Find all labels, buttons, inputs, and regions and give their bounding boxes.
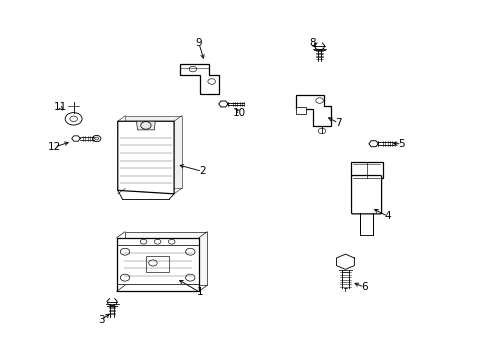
Polygon shape bbox=[296, 95, 331, 126]
Text: 11: 11 bbox=[54, 103, 67, 112]
FancyBboxPatch shape bbox=[351, 176, 381, 214]
Text: 4: 4 bbox=[384, 211, 390, 221]
Text: 3: 3 bbox=[98, 315, 104, 325]
Text: 7: 7 bbox=[334, 118, 341, 128]
Text: 8: 8 bbox=[308, 39, 315, 49]
FancyBboxPatch shape bbox=[145, 256, 169, 271]
Text: 9: 9 bbox=[195, 39, 202, 49]
Text: 10: 10 bbox=[233, 108, 246, 118]
Polygon shape bbox=[118, 121, 174, 194]
FancyBboxPatch shape bbox=[350, 162, 382, 178]
Polygon shape bbox=[180, 63, 218, 94]
FancyBboxPatch shape bbox=[125, 232, 207, 285]
FancyBboxPatch shape bbox=[296, 107, 306, 114]
Polygon shape bbox=[136, 121, 155, 130]
FancyBboxPatch shape bbox=[125, 116, 181, 188]
Text: 5: 5 bbox=[398, 139, 404, 149]
Text: 2: 2 bbox=[199, 166, 205, 176]
Text: 6: 6 bbox=[360, 282, 367, 292]
FancyBboxPatch shape bbox=[116, 238, 198, 292]
Text: 12: 12 bbox=[48, 142, 61, 152]
Text: 1: 1 bbox=[196, 287, 203, 297]
